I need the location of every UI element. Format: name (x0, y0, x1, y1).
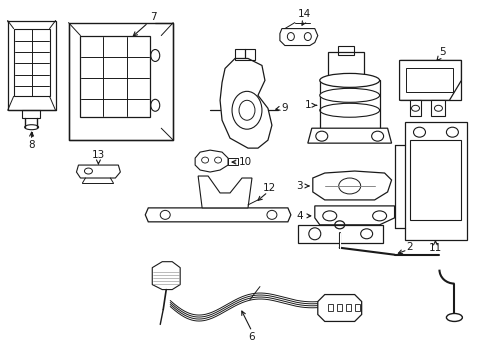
Text: 3: 3 (296, 181, 303, 191)
Polygon shape (317, 294, 361, 321)
Bar (337, 45, 353, 55)
Polygon shape (220, 58, 271, 148)
Text: 9: 9 (281, 103, 287, 113)
Polygon shape (279, 28, 317, 45)
Polygon shape (404, 122, 467, 240)
Text: 13: 13 (92, 150, 105, 160)
Bar (327, 53, 363, 80)
Bar (227, 158, 238, 165)
Bar (14, 28, 49, 96)
Polygon shape (314, 206, 394, 225)
Polygon shape (312, 171, 391, 200)
Bar (8, 21, 56, 110)
Text: 14: 14 (298, 9, 311, 19)
Text: 8: 8 (28, 140, 35, 150)
Polygon shape (76, 165, 120, 178)
Ellipse shape (319, 73, 379, 87)
Bar (399, 60, 461, 100)
Text: 2: 2 (406, 242, 412, 252)
Text: 12: 12 (263, 183, 276, 193)
Polygon shape (145, 208, 290, 222)
Text: 11: 11 (428, 243, 441, 253)
Bar (21, 110, 40, 118)
Text: 6: 6 (248, 332, 255, 342)
Text: 4: 4 (296, 211, 303, 221)
Bar (408, 100, 421, 116)
Bar (408, 140, 461, 220)
Bar (327, 303, 332, 311)
Ellipse shape (446, 314, 462, 321)
Bar (354, 303, 359, 311)
Polygon shape (195, 150, 227, 172)
Polygon shape (399, 60, 461, 100)
Polygon shape (198, 176, 251, 208)
Polygon shape (307, 128, 391, 143)
Bar (345, 303, 350, 311)
Bar (68, 23, 173, 140)
Bar (297, 225, 382, 243)
Text: 10: 10 (238, 157, 251, 167)
Bar (405, 68, 452, 92)
Ellipse shape (319, 88, 379, 102)
Text: 5: 5 (438, 48, 445, 58)
Bar (81, 36, 150, 117)
Bar (430, 100, 445, 116)
Bar (235, 49, 254, 60)
Text: 1: 1 (304, 100, 310, 110)
Text: 7: 7 (150, 12, 156, 22)
Polygon shape (152, 262, 180, 289)
Bar (336, 303, 341, 311)
